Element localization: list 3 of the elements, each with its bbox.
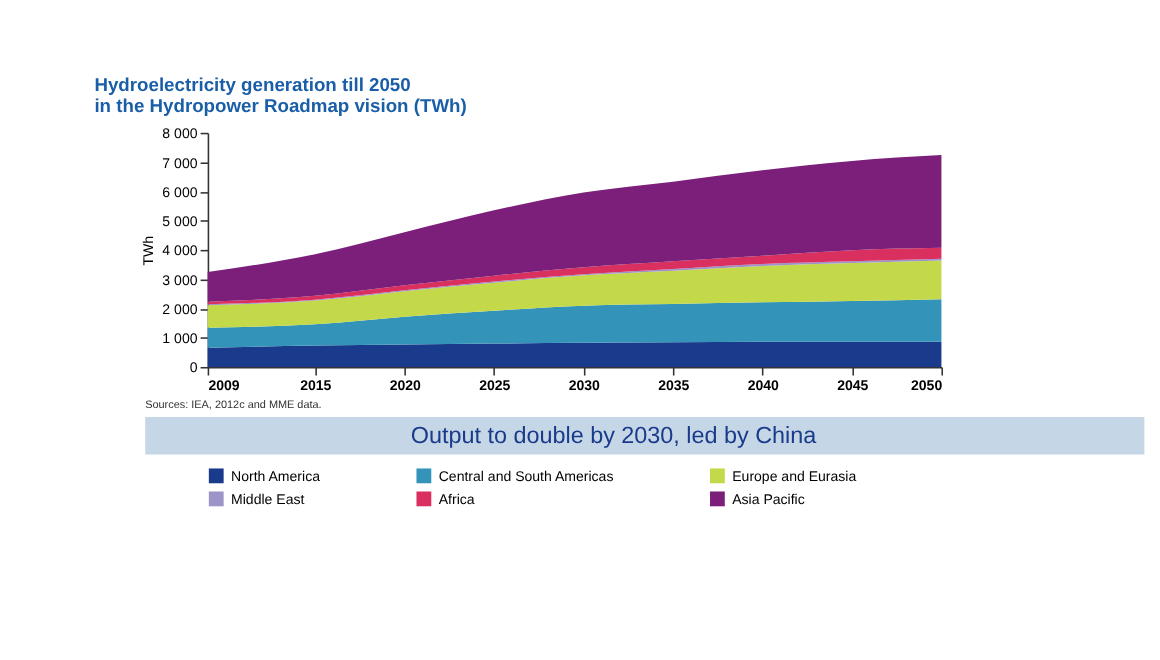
text: Output to double by 2030, led by China (410, 423, 818, 450)
text: Hydroelectricity generation till 2050 (94, 74, 411, 95)
text: in the Hydropower Roadmap vision (TWh) (94, 96, 467, 117)
